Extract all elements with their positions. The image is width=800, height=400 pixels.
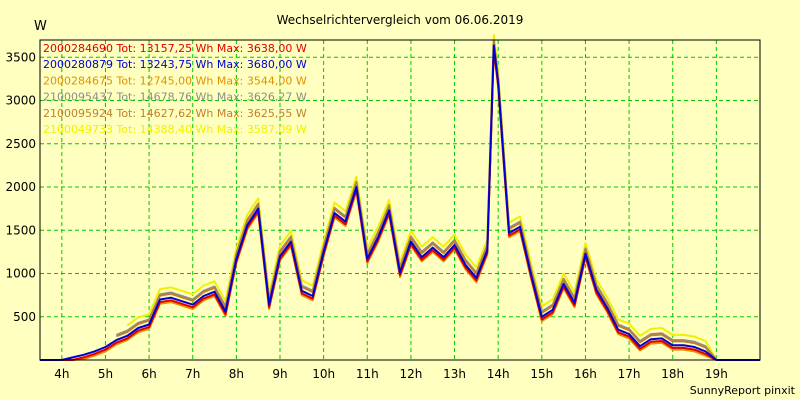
grid bbox=[40, 40, 760, 360]
footer-text: SunnyReport pinxit bbox=[690, 384, 796, 397]
y-axis-label: W bbox=[34, 19, 47, 34]
x-tick-label: 15h bbox=[530, 367, 553, 381]
y-tick-label: 1000 bbox=[5, 267, 36, 281]
y-tick-labels: 500 1000 1500 2000 2500 3000 3500 bbox=[5, 50, 36, 323]
x-tick-label: 10h bbox=[312, 367, 335, 381]
legend-entry: 2000284675 Tot: 12745,00 Wh Max: 3544,00… bbox=[43, 74, 307, 87]
chart-title: Wechselrichtervergleich vom 06.06.2019 bbox=[277, 13, 524, 27]
x-tick-label: 8h bbox=[229, 367, 244, 381]
x-tick-label: 4h bbox=[54, 367, 69, 381]
x-tick-label: 7h bbox=[185, 367, 200, 381]
x-tick-labels: 4h 5h 6h 7h 8h 9h 10h 11h 12h 13h 14h 15h 16h 17h 18h 1… bbox=[54, 367, 728, 381]
y-tick-label: 1500 bbox=[5, 223, 36, 237]
x-tick-label: 11h bbox=[356, 367, 379, 381]
legend-entry: 2100095924 Tot: 14627,62 Wh Max: 3625,55… bbox=[43, 107, 307, 120]
x-tick-label: 17h bbox=[618, 367, 641, 381]
x-tick-label: 9h bbox=[272, 367, 287, 381]
x-tick-label: 19h bbox=[705, 367, 728, 381]
y-tick-label: 3000 bbox=[5, 94, 36, 108]
y-tick-label: 2500 bbox=[5, 137, 36, 151]
y-tick-label: 3500 bbox=[5, 50, 36, 64]
x-tick-label: 14h bbox=[487, 367, 510, 381]
series-lines bbox=[40, 34, 760, 361]
x-tick-label: 12h bbox=[399, 367, 422, 381]
legend-entry: 2000284690 Tot: 13157,25 Wh Max: 3638,00… bbox=[43, 42, 307, 55]
legend-entry: 2100049733 Tot: 14388,40 Wh Max: 3587,09… bbox=[43, 123, 307, 136]
x-tick-label: 13h bbox=[443, 367, 466, 381]
x-tick-label: 6h bbox=[141, 367, 156, 381]
x-tick-label: 18h bbox=[661, 367, 684, 381]
x-tick-label: 16h bbox=[574, 367, 597, 381]
x-tick-label: 5h bbox=[98, 367, 113, 381]
y-tick-label: 500 bbox=[13, 310, 36, 324]
series-line bbox=[40, 44, 760, 361]
plot-frame bbox=[39, 39, 761, 361]
y-tick-label: 2000 bbox=[5, 180, 36, 194]
series-line bbox=[126, 34, 760, 361]
legend-entry: 2000280879 Tot: 13243,75 Wh Max: 3680,00… bbox=[43, 58, 307, 71]
legend: 2000284690 Tot: 13157,25 Wh Max: 3638,00… bbox=[43, 42, 307, 136]
legend-entry: 2100095437 Tot: 14678,76 Wh Max: 3626,27… bbox=[43, 91, 307, 104]
